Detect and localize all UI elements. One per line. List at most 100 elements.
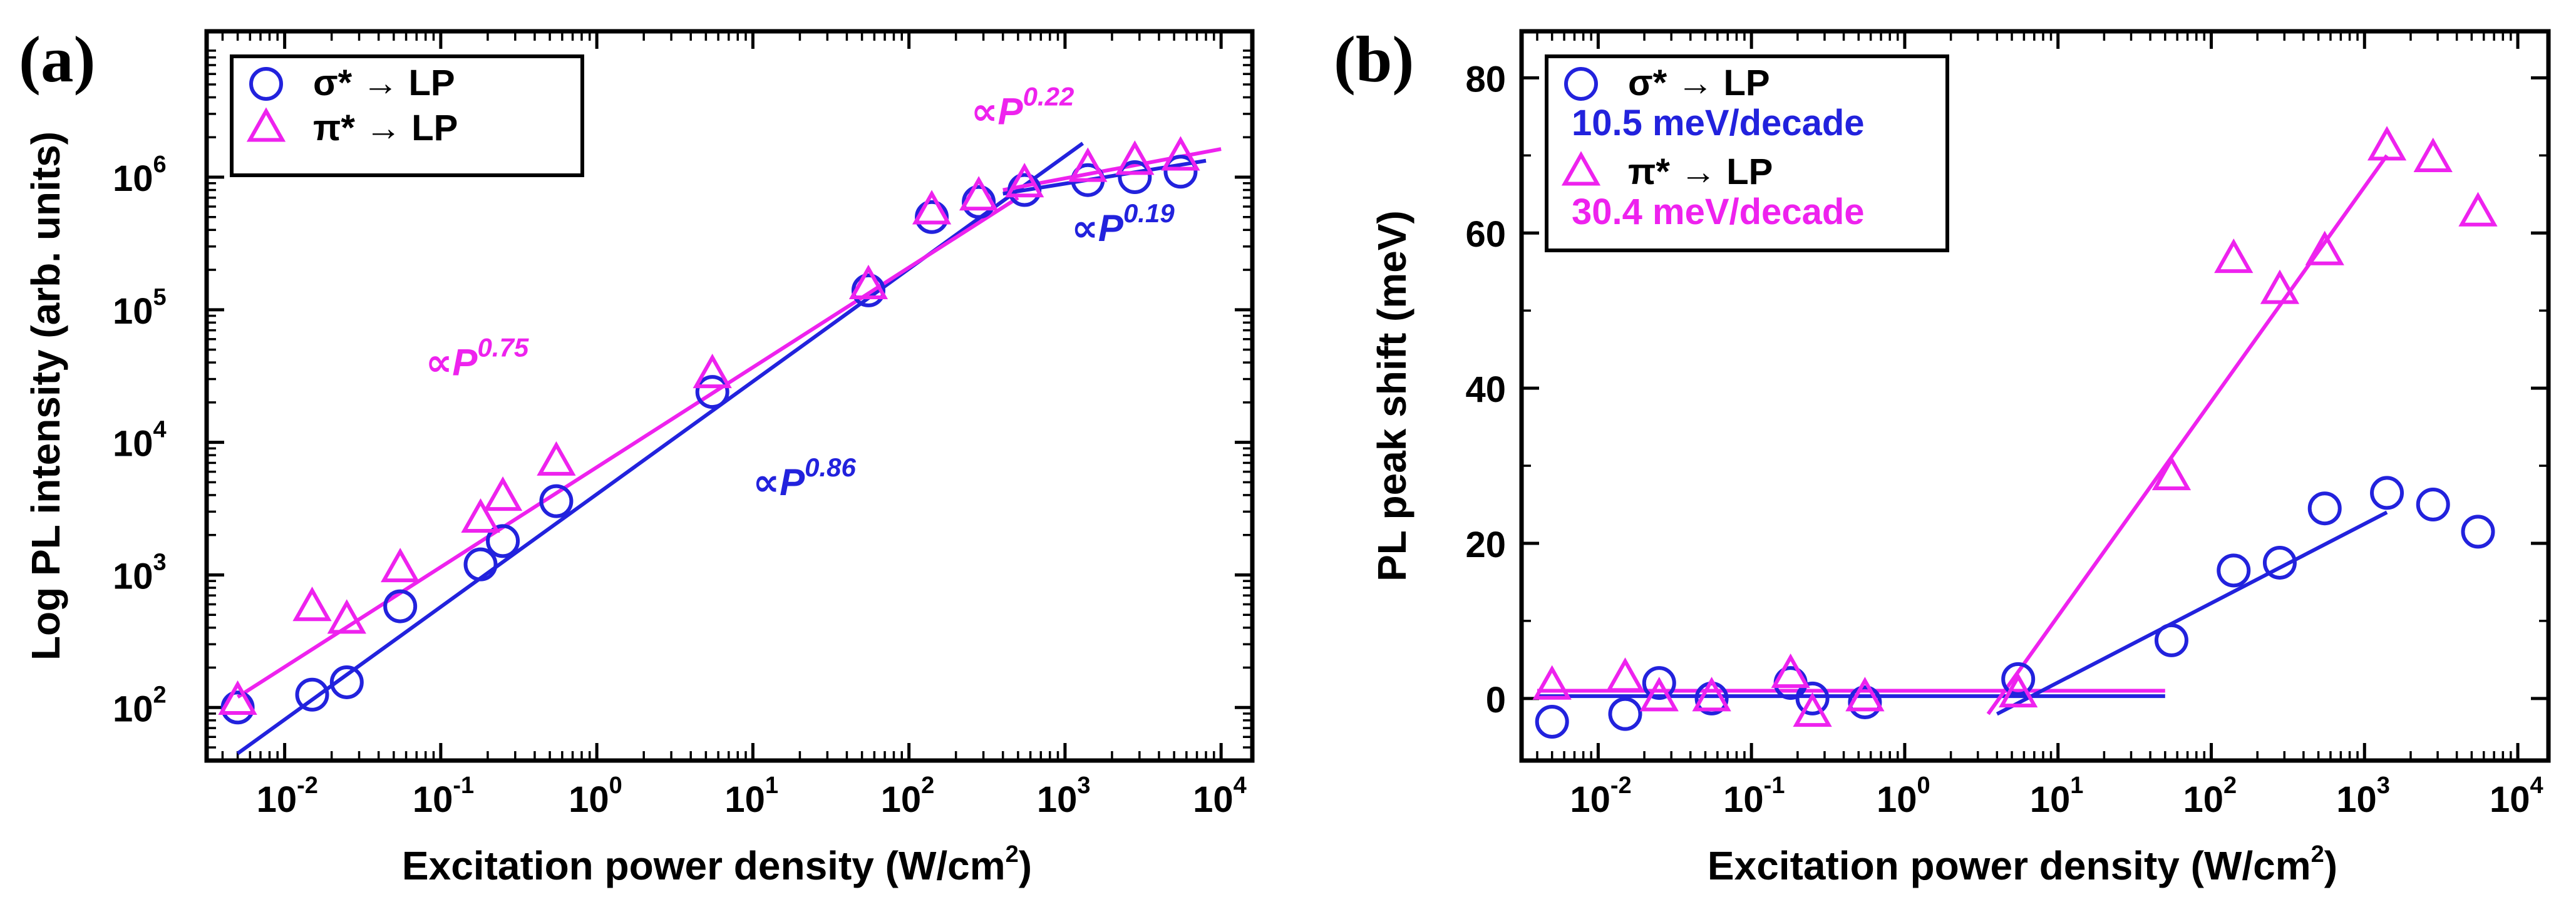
data-point-circle [486,524,520,558]
x-tick-label: 100 [569,772,622,820]
data-point-triangle [218,680,257,715]
data-point-circle [2307,491,2342,526]
x-axis-title: Excitation power density (W/cm2) [402,841,1032,888]
data-point-circle [295,677,329,712]
x-tick-label: 103 [1037,772,1091,820]
data-point-triangle [1605,657,1645,692]
data-point-triangle [1115,140,1155,175]
x-tick-label: 104 [2490,772,2543,820]
y-tick-label: 40 [1465,369,1506,410]
legend-note: 30.4 meV/decade [1572,192,1865,232]
data-point-triangle [537,441,576,476]
x-tick-label: 102 [2183,772,2237,820]
data-point-triangle [2260,269,2300,304]
y-axis-title: PL peak shift (meV) [1369,210,1414,582]
data-point-circle [2416,488,2450,522]
legend-label: π* → LP [1628,151,1773,192]
panel-label: (a) [19,23,95,96]
legend: σ* → LP π* → LP [230,54,584,177]
data-point-circle [1848,685,1882,720]
y-tick-label: 104 [113,417,167,464]
x-tick-label: 10-2 [1570,772,1631,820]
data-point-circle [1118,160,1152,194]
data-point-triangle [848,264,889,299]
data-point-triangle [912,190,952,225]
data-point-triangle [2367,126,2407,161]
x-tick-label: 101 [2030,772,2084,820]
data-point-triangle [292,587,332,622]
data-point-circle [383,589,418,623]
data-point-circle [2217,553,2251,588]
legend-box [1545,54,1949,252]
data-point-circle [463,547,498,582]
data-point-circle [915,200,949,234]
legend-label: σ* → LP [313,63,455,103]
data-point-triangle [2413,137,2453,172]
x-tick-label: 103 [2336,772,2390,820]
y-tick-label: 102 [113,682,167,729]
x-tick-label: 100 [1877,772,1930,820]
y-tick-label: 60 [1465,214,1506,255]
x-tick-label: 10-1 [1723,772,1785,820]
data-point-circle [2262,545,2297,580]
x-tick-label: 101 [724,772,778,820]
legend-marker-circle [249,67,283,101]
x-tick-label: 10-2 [257,772,318,820]
legend-label: π* → LP [313,108,458,148]
series-sigma [1535,476,2495,739]
data-point-triangle [1692,677,1731,712]
series-pi [1532,126,2498,727]
data-point-circle [2370,476,2404,510]
fit-annotation: ∝P0.75 [426,333,529,384]
data-point-circle [1163,155,1198,189]
data-point-circle [1535,705,1569,739]
y-tick-label: 103 [113,549,167,597]
data-point-triangle [1068,147,1108,182]
data-point-circle [2154,623,2188,657]
fit-annotation: ∝P0.19 [1071,198,1175,249]
data-point-triangle [1999,673,2038,708]
fit-annotation: ∝P0.86 [753,453,856,503]
y-axis-title: Log PL intensity (arb. units) [23,131,68,660]
panel-label: (b) [1334,23,1414,96]
data-point-triangle [461,498,500,533]
data-point-circle [695,375,729,409]
data-point-circle [962,185,996,219]
data-point-triangle [693,354,732,389]
data-point-triangle [483,476,523,511]
chart-panel-a: (a) 10-2 10-1 100 101 102 103 104 102 103 104 105 10… [19,23,1255,888]
x-tick-label: 104 [1193,772,1247,820]
fit-line-sigma [1996,510,2388,716]
fit-line-sigma [236,141,1084,756]
data-point-triangle [2458,192,2498,227]
data-point-triangle [959,176,999,211]
data-point-triangle [381,548,420,583]
legend-marker-circle [1564,67,1598,101]
data-point-triangle [1005,163,1044,198]
legend-box [230,54,584,177]
legend-marker-triangle [1561,151,1601,186]
data-point-circle [539,484,574,518]
data-point-triangle [1793,692,1832,727]
data-point-triangle [2305,230,2344,265]
data-point-circle [2461,515,2495,549]
legend-label: σ* → LP [1628,63,1770,103]
data-point-triangle [1532,665,1572,700]
y-tick-label: 0 [1486,680,1506,720]
x-tick-label: 102 [881,772,935,820]
series-sigma [220,155,1198,725]
data-point-triangle [2214,238,2254,274]
data-point-circle [1642,666,1676,700]
data-point-triangle [327,599,366,634]
y-tick-label: 80 [1465,59,1506,100]
fit-annotation: ∝P0.22 [971,82,1074,133]
data-point-circle [851,273,885,307]
fit-line-pi [236,196,1019,699]
data-point-triangle [1161,136,1200,171]
data-point-triangle [1639,677,1679,712]
fit-line-pi [1986,154,2389,715]
legend-note: 10.5 meV/decade [1572,103,1865,143]
data-point-triangle [1771,654,1810,689]
